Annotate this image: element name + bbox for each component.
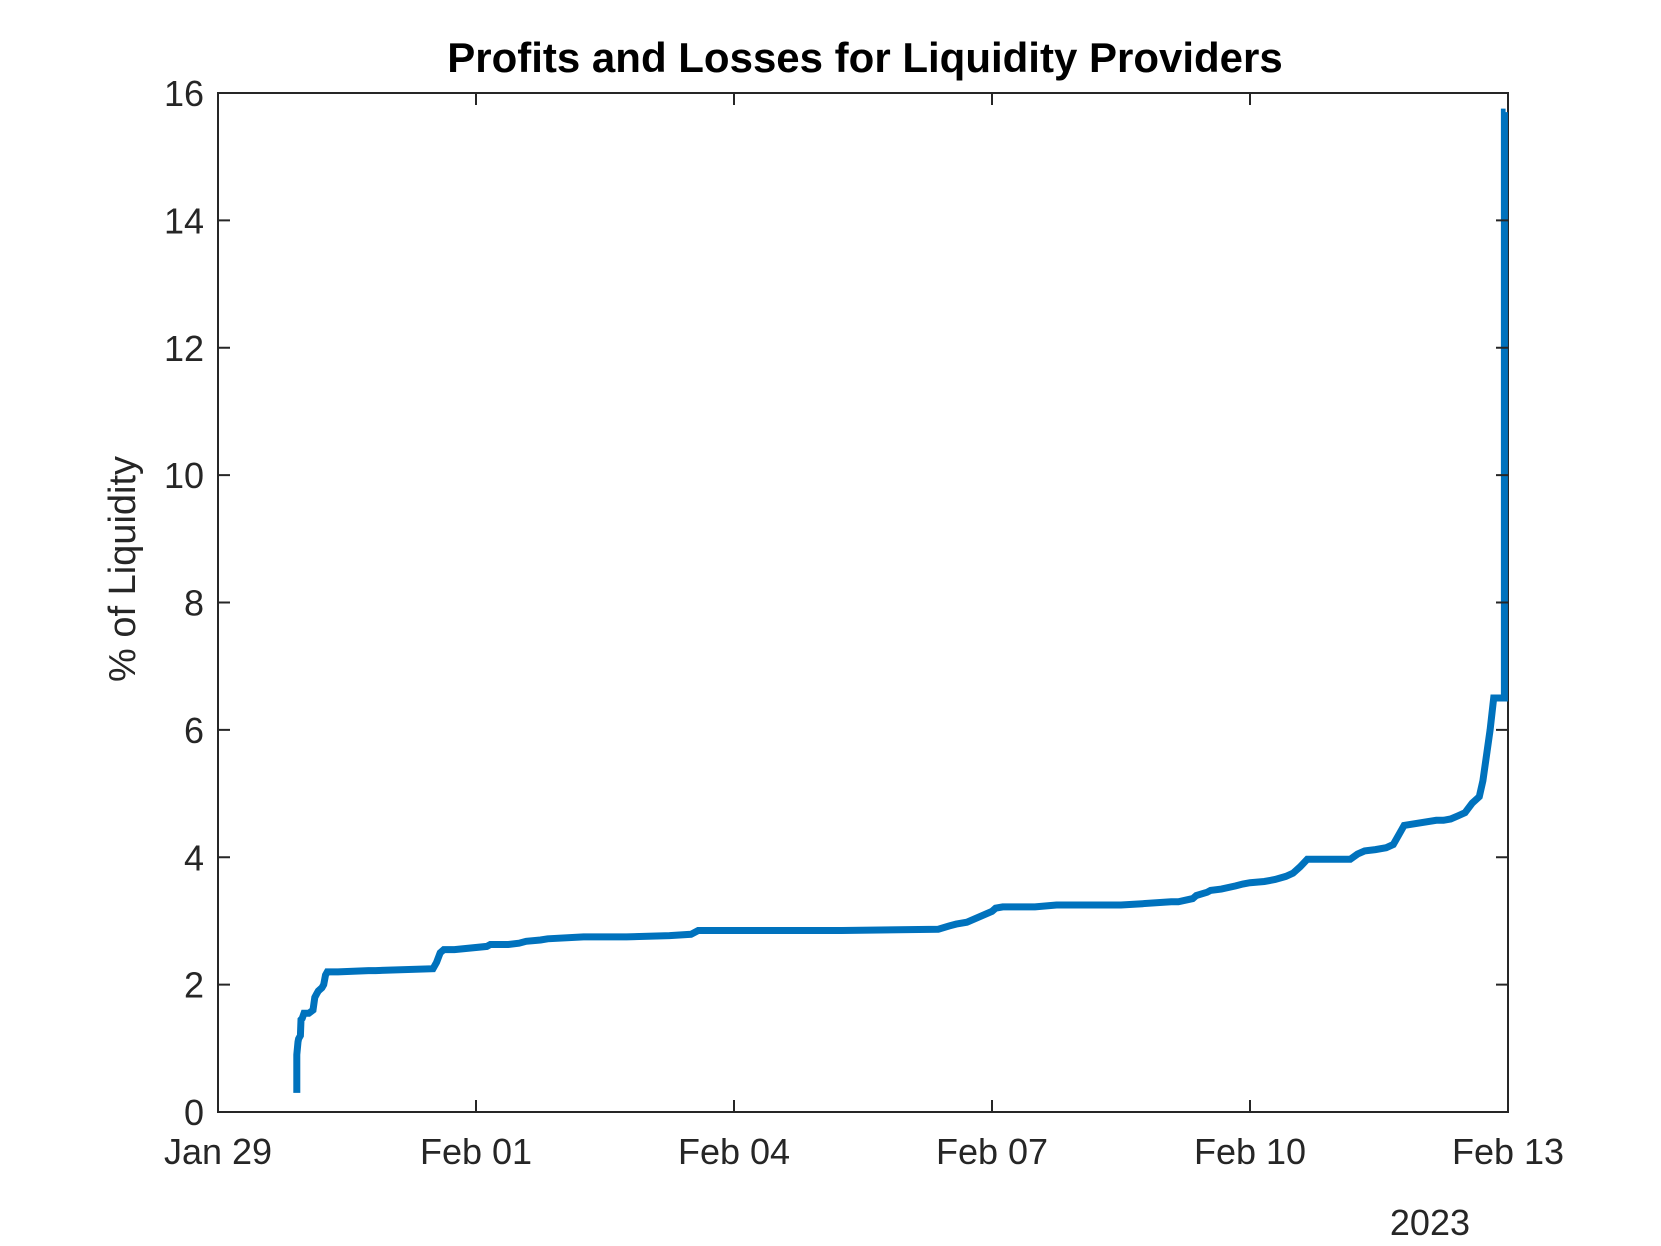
x-tick-label: Feb 10 — [1194, 1131, 1306, 1172]
y-tick-label: 6 — [184, 710, 204, 751]
plot-area — [217, 92, 1509, 1113]
x-tick-label: Feb 04 — [678, 1131, 790, 1172]
y-tick-label: 2 — [184, 965, 204, 1006]
y-tick-label: 12 — [164, 328, 204, 369]
y-axis-ticks: 0 2 4 6 8 10 12 14 16 — [164, 73, 1508, 1133]
axes-box — [217, 92, 1509, 1113]
x-tick-label: Feb 01 — [420, 1131, 532, 1172]
y-tick-label: 10 — [164, 455, 204, 496]
y-tick-label: 0 — [184, 1092, 204, 1133]
chart-title: Profits and Losses for Liquidity Provide… — [447, 34, 1283, 81]
x-axis-ticks: Jan 29 Feb 01 Feb 04 Feb 07 Feb 10 Feb 13 — [164, 93, 1564, 1172]
x-tick-label: Feb 07 — [936, 1131, 1048, 1172]
x-tick-label: Feb 13 — [1452, 1131, 1564, 1172]
y-tick-label: 14 — [164, 200, 204, 241]
y-tick-label: 4 — [184, 837, 204, 878]
series-line-0 — [293, 108, 1508, 1093]
y-axis-label: % of Liquidity — [102, 456, 144, 682]
x-axis-year-label: 2023 — [1390, 1202, 1470, 1243]
y-tick-label: 16 — [164, 73, 204, 114]
x-tick-label: Jan 29 — [164, 1131, 272, 1172]
y-tick-label: 8 — [184, 583, 204, 624]
